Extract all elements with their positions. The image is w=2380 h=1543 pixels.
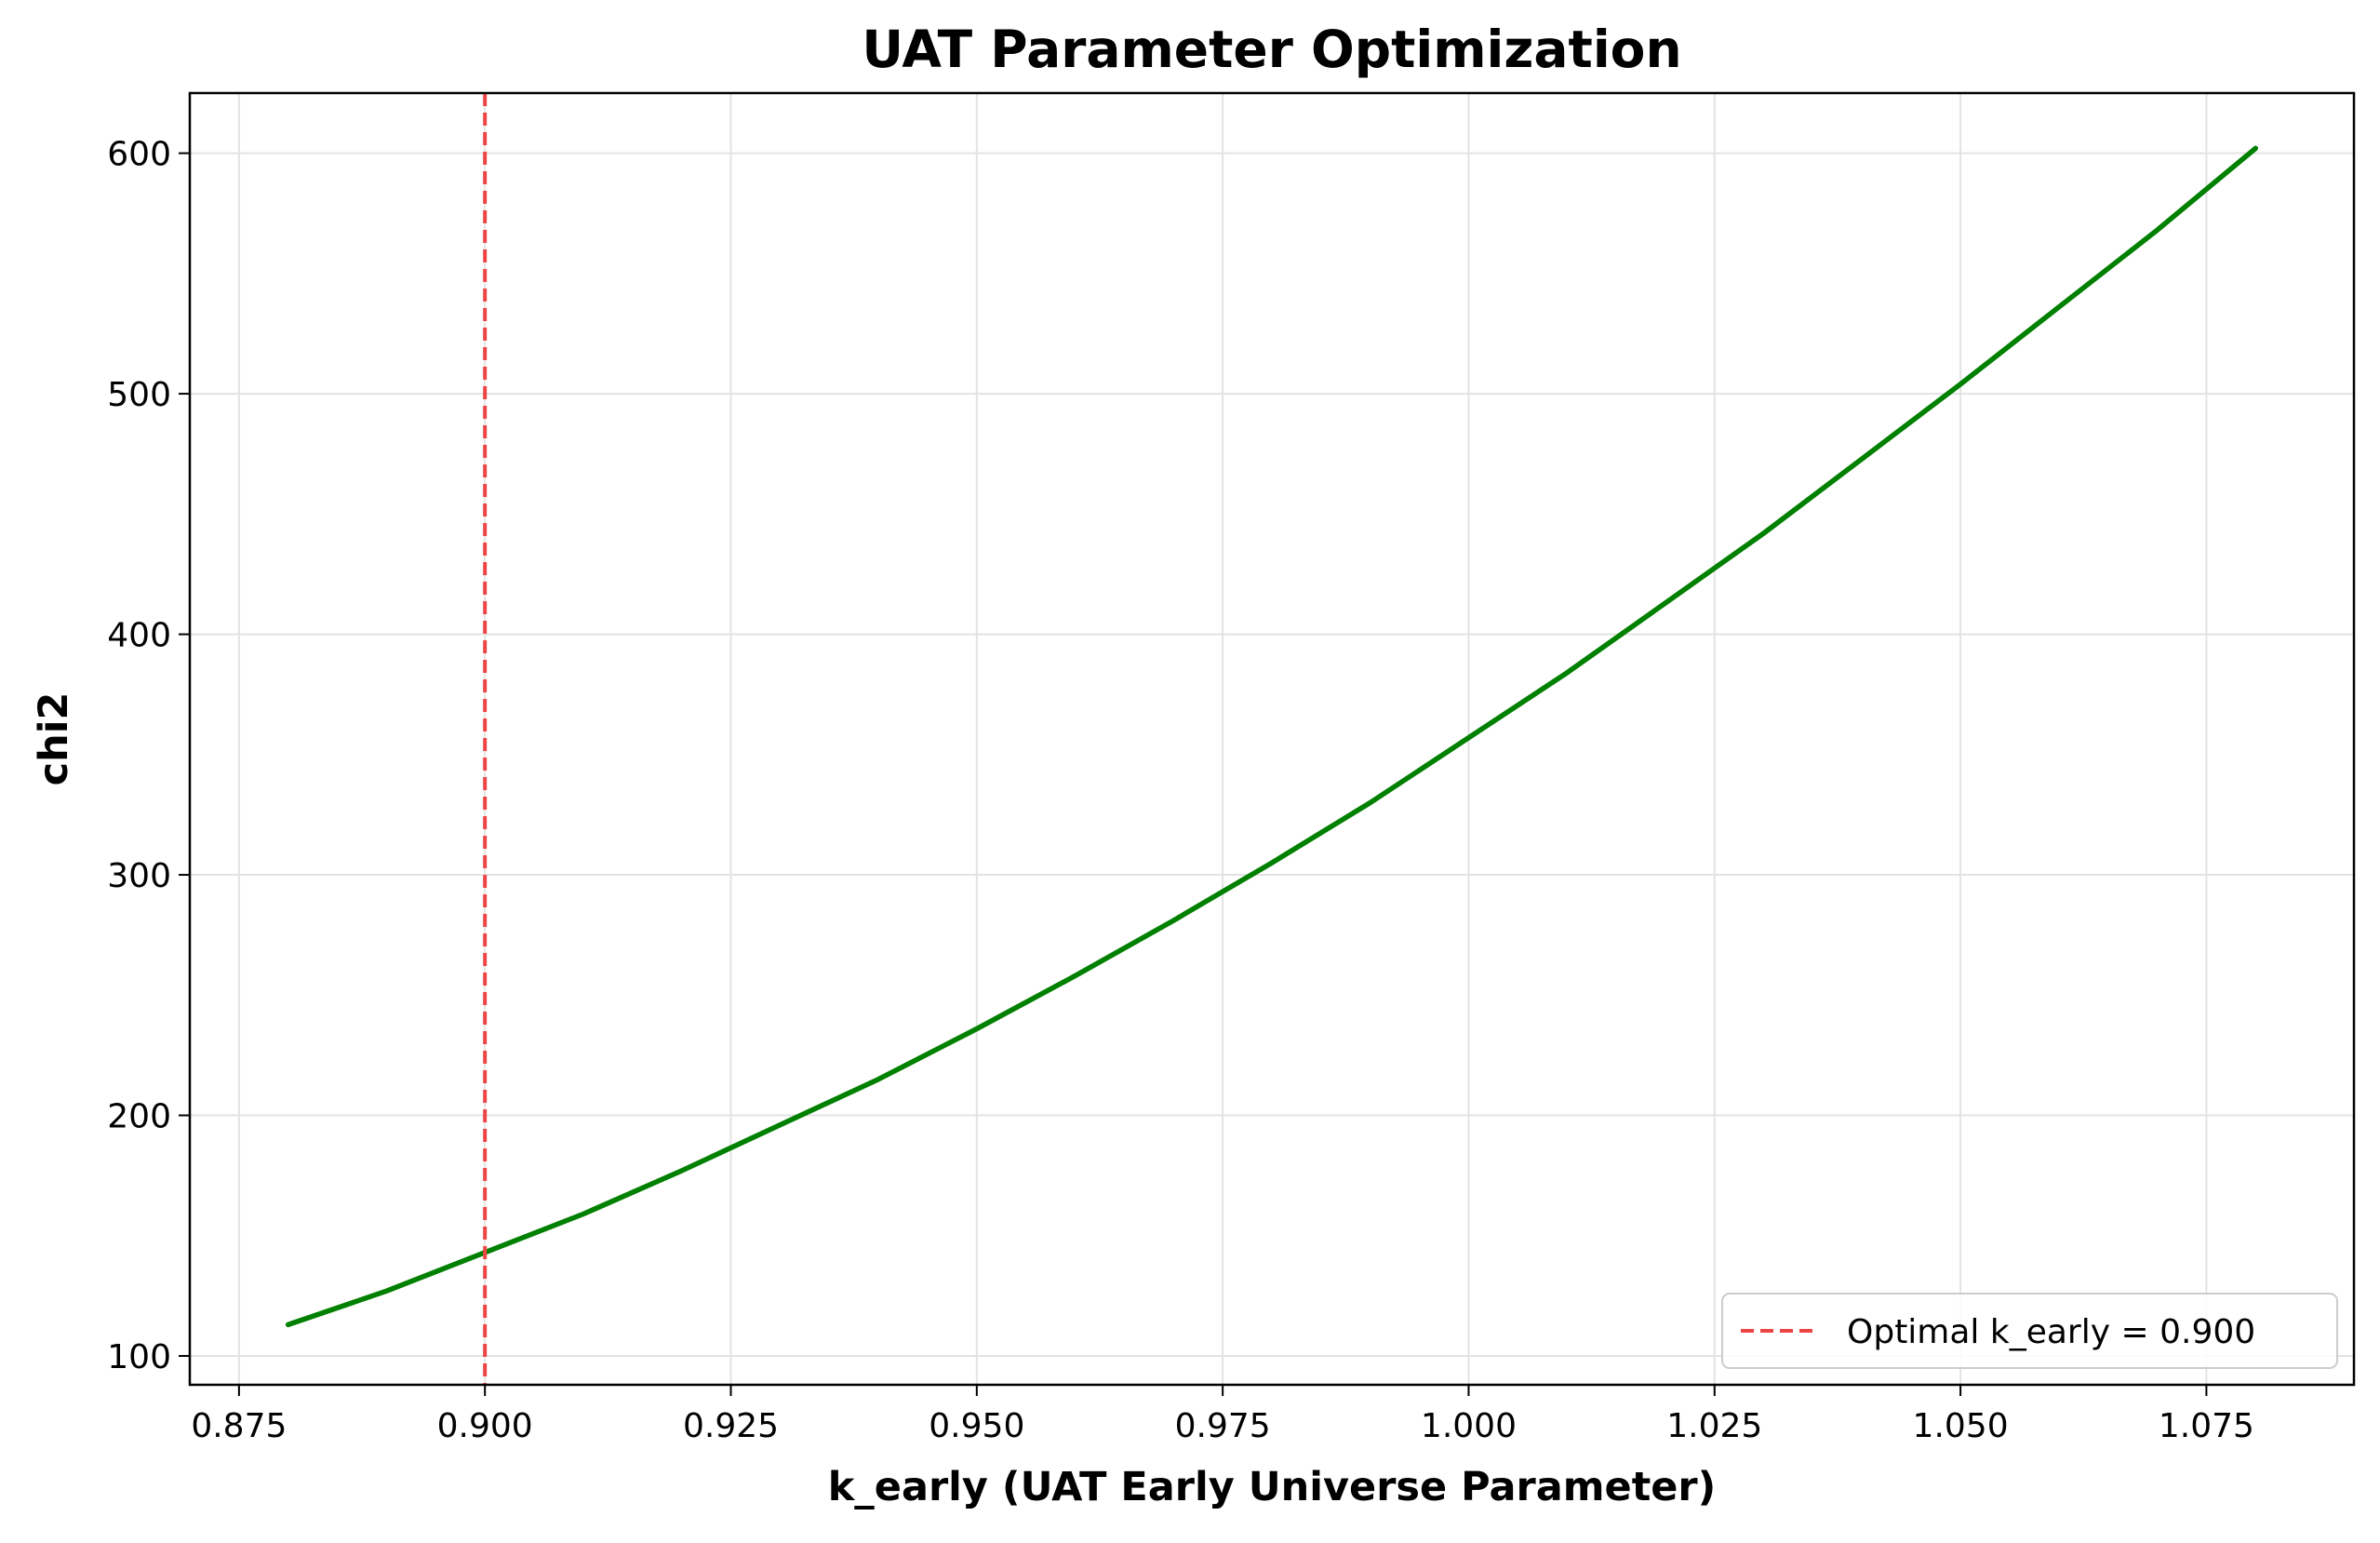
legend-box <box>1721 1293 2338 1369</box>
legend: Optimal k_early = 0.900 <box>1721 1293 2338 1369</box>
series-line-0 <box>285 145 2259 1328</box>
tick-layer: 0.875 0.900 0.925 0.950 0.975 1.000 1.025 1.050… <box>107 136 2254 1445</box>
y-tick-label: 100 <box>107 1338 171 1376</box>
x-tick-label: 1.025 <box>1666 1407 1762 1445</box>
y-tick-label: 500 <box>107 376 171 414</box>
x-tick-label: 0.900 <box>437 1407 533 1445</box>
plot-layer <box>285 93 2259 1385</box>
chart-title: UAT Parameter Optimization <box>862 20 1681 79</box>
x-tick-label: 0.950 <box>929 1407 1024 1445</box>
y-tick-label: 200 <box>107 1098 171 1136</box>
x-axis-label: k_early (UAT Early Universe Parameter) <box>828 1464 1717 1510</box>
y-tick-label: 600 <box>107 136 171 174</box>
x-tick-label: 0.925 <box>683 1407 779 1445</box>
x-tick-label: 1.050 <box>1913 1407 2009 1445</box>
legend-label: Optimal k_early = 0.900 <box>1847 1313 2255 1351</box>
x-tick-label: 1.075 <box>2159 1407 2254 1445</box>
axes-frame <box>188 91 2356 1387</box>
x-tick-label: 0.975 <box>1175 1407 1271 1445</box>
x-tick-label: 0.875 <box>191 1407 287 1445</box>
y-tick-label: 400 <box>107 617 171 655</box>
x-tick-label: 1.000 <box>1421 1407 1517 1445</box>
y-axis-label: chi2 <box>31 692 77 786</box>
y-tick-label: 300 <box>107 857 171 895</box>
